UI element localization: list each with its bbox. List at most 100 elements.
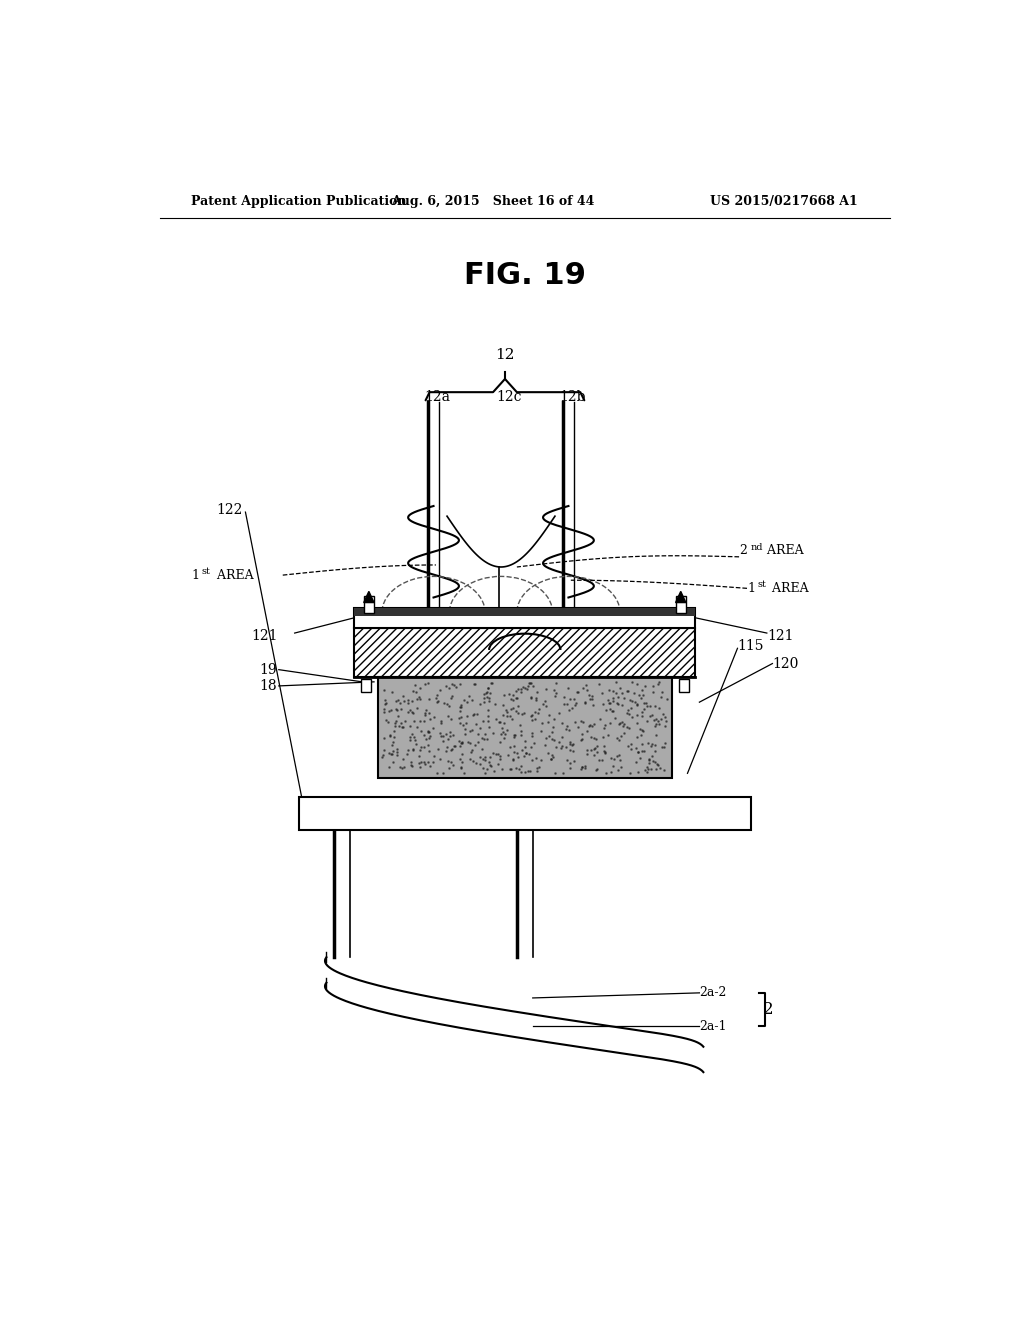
Point [454,751,470,772]
Point [385,741,401,762]
Point [604,681,621,702]
Point [484,742,501,763]
Point [472,693,488,714]
Point [603,700,620,721]
Point [509,742,525,763]
Point [464,739,480,760]
Point [381,743,397,764]
Bar [354,607,695,615]
Point [385,731,401,752]
Point [637,693,653,714]
Point [548,737,564,758]
Point [646,710,663,731]
Point [601,678,617,700]
Point [657,715,674,737]
Point [400,689,417,710]
Point [637,759,653,780]
Point [561,700,578,721]
Point [565,733,582,754]
Point [467,714,483,735]
Point [389,705,406,726]
Point [544,744,560,766]
Point [429,685,445,706]
Point [620,680,636,701]
Point [512,714,528,735]
Point [597,714,613,735]
Point [384,681,400,702]
Point [425,751,441,772]
Point [604,690,621,711]
Point [422,725,438,746]
Point [548,682,564,704]
Point [453,756,469,777]
Point [412,739,428,760]
Point [443,738,460,759]
Point [621,700,637,721]
Point [403,690,420,711]
Point [641,748,657,770]
Point [586,727,602,748]
Point [629,705,645,726]
Point [442,688,459,709]
Point [452,708,468,729]
Point [517,677,534,698]
Point [578,692,594,713]
Point [479,681,496,702]
Point [394,717,411,738]
Point [610,693,627,714]
Point [628,692,644,713]
Point [474,748,490,770]
Point [519,678,536,700]
Point [628,738,644,759]
Point [527,689,544,710]
Point [425,706,441,727]
Point [630,762,646,783]
Point [503,689,519,710]
Point [538,696,554,717]
Text: US 2015/0217668 A1: US 2015/0217668 A1 [711,194,858,207]
Point [505,697,521,718]
Point [523,672,540,693]
Point [648,714,665,735]
Polygon shape [513,818,537,830]
Point [395,748,412,770]
Point [480,715,497,737]
Point [403,752,420,774]
Point [452,735,468,756]
Point [622,718,638,739]
Point [421,702,437,723]
Point [602,692,618,713]
Point [410,689,426,710]
Point [546,729,562,750]
Point [562,734,579,755]
Point [513,721,529,742]
Point [503,737,519,758]
Point [382,700,398,721]
Point [481,690,498,711]
Point [649,710,666,731]
Point [613,711,630,733]
Point [467,735,483,756]
Point [504,709,520,730]
Point [452,675,468,696]
Point [413,751,429,772]
Point [569,682,586,704]
Point [636,692,652,713]
Point [443,675,460,696]
Point [382,743,398,764]
Point [523,723,540,744]
Point [642,759,658,780]
Point [528,681,545,702]
Point [595,693,611,714]
Point [618,702,635,723]
Point [645,750,662,771]
Text: st: st [758,579,766,589]
Text: 120: 120 [772,656,799,671]
Point [527,688,544,709]
Point [464,751,480,772]
Point [425,718,441,739]
Point [594,682,610,704]
Point [558,693,574,714]
Point [408,730,424,751]
Point [659,688,676,709]
